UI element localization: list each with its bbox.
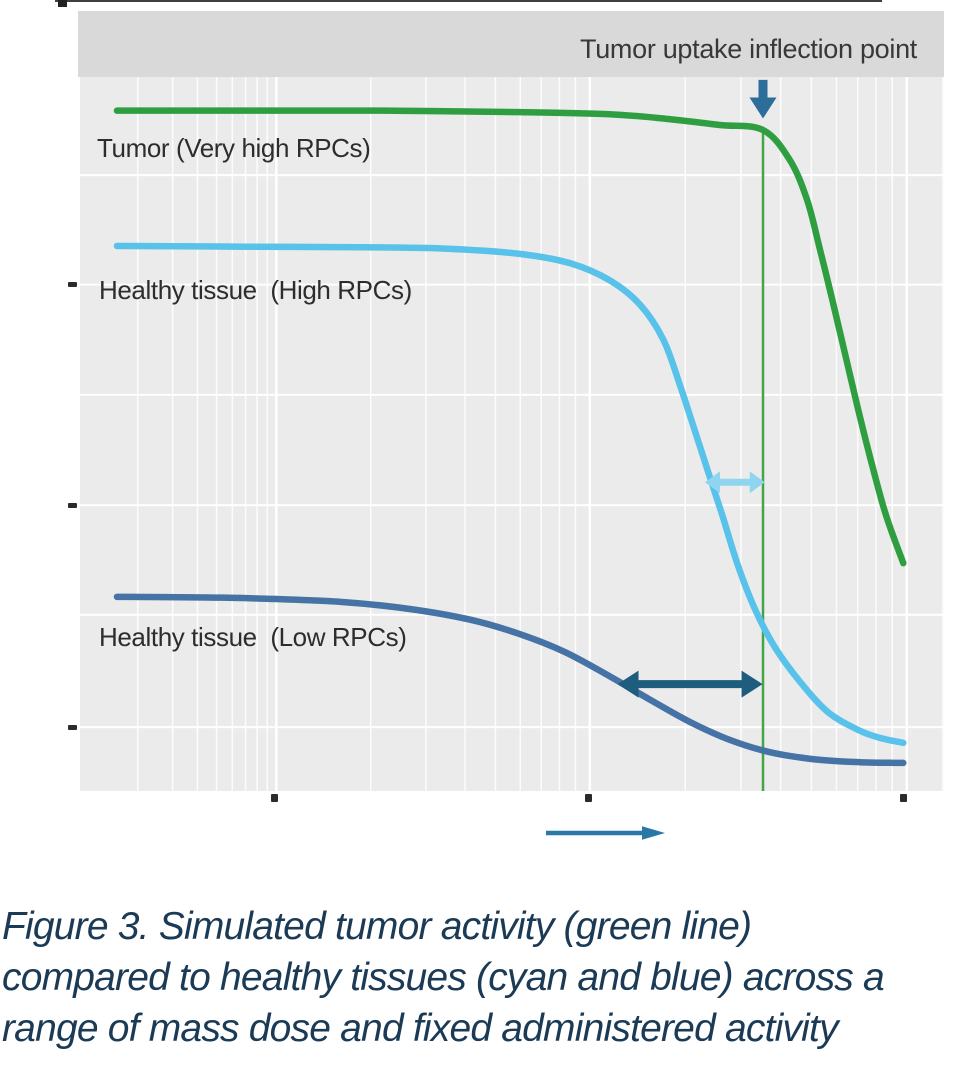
inflection-annotation-label: Tumor uptake inflection point — [580, 33, 917, 64]
right-arrow-icon — [546, 826, 665, 840]
gap-arrow-high-rpc-left-head — [704, 471, 720, 494]
y-axis-tick — [68, 724, 77, 730]
inflection-down-arrow — [749, 79, 777, 119]
gap-arrow-high-rpc — [704, 471, 765, 494]
healthy-low-series-label: Healthy tissue (Low RPCs) — [99, 622, 407, 652]
plot-canvas — [78, 77, 944, 793]
gap-arrow-low-rpc — [617, 670, 763, 698]
crop-artifact-line — [55, 0, 882, 2]
down-arrow-head — [749, 97, 777, 119]
x-axis-tick — [899, 794, 907, 802]
caption-line-2: compared to healthy tissues (cyan and bl… — [2, 956, 885, 999]
x-axis-tick — [271, 794, 279, 802]
direction-arrow-head — [642, 826, 665, 840]
caption-line-3: range of mass dose and fixed administere… — [2, 1007, 839, 1050]
gap-arrow-low-rpc-right-head — [741, 670, 763, 698]
caption-line-1: Figure 3. Simulated tumor activity (gree… — [2, 905, 752, 948]
gap-arrow-high-rpc-right-head — [749, 471, 765, 494]
chart-header-band: Tumor uptake inflection point — [78, 11, 944, 77]
plot-area: Tumor (Very high RPCs) Healthy tissue (H… — [78, 77, 944, 793]
mass-dose-direction-arrow — [543, 823, 668, 843]
gap-arrow-low-rpc-left-head — [617, 670, 639, 698]
y-axis-tick — [68, 502, 77, 508]
healthy-high-series-label: Healthy tissue (High RPCs) — [99, 275, 412, 305]
down-arrow-shaft — [758, 79, 768, 98]
chart-area: Tumor uptake inflection point Tumor (Ver… — [78, 11, 944, 793]
series-tumor-curve — [113, 107, 907, 567]
x-axis-tick — [584, 794, 592, 802]
series-healthy-high-curve — [113, 242, 907, 747]
series-healthy-low-curve — [113, 593, 907, 767]
tumor-series-label: Tumor (Very high RPCs) — [97, 133, 371, 163]
figure-caption: Figure 3. Simulated tumor activity (gree… — [2, 901, 966, 1054]
y-axis-tick — [68, 282, 77, 288]
crop-artifact-mark — [58, 0, 67, 7]
